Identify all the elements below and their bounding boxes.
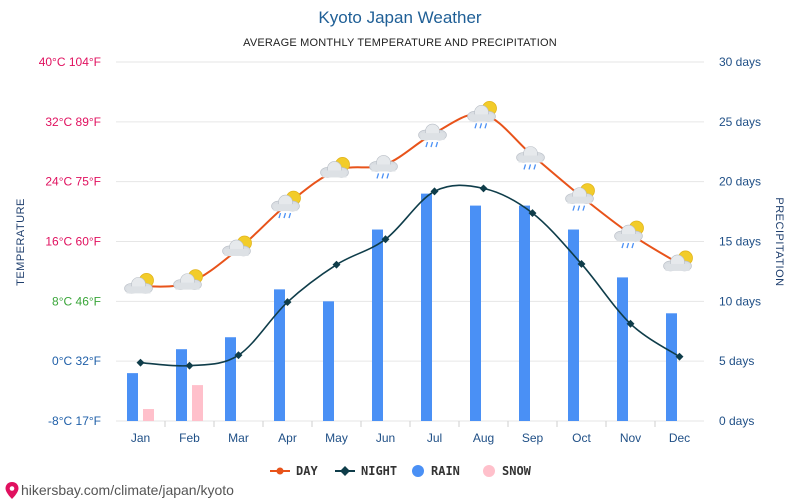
footer[interactable]: hikersbay.com/climate/japan/kyoto (5, 482, 235, 499)
month-label: Oct (572, 431, 591, 445)
partly-sunny-icon (320, 157, 350, 178)
rain-bar (176, 349, 187, 421)
right-tick-label: 10 days (719, 294, 761, 308)
night-point (528, 209, 537, 218)
legend-rain-label: RAIN (431, 464, 460, 478)
month-label: Jul (427, 431, 442, 445)
month-label: Nov (620, 431, 641, 445)
right-tick-label: 0 days (719, 414, 754, 428)
partly-sunny-icon (173, 269, 203, 290)
rain-bar (470, 205, 481, 421)
cloud-rain-icon (369, 155, 398, 179)
left-tick-label: 24°C 75°F (45, 175, 101, 189)
month-label: Mar (228, 431, 249, 445)
month-label: Jun (376, 431, 395, 445)
night-point (283, 298, 292, 307)
left-axis-ticks: -8°C 17°F 0°C 32°F 8°C 46°F 16°C 60°F 24°C 7… (39, 55, 101, 428)
night-point (381, 235, 390, 244)
right-tick-label: 20 days (719, 175, 761, 189)
legend-day-marker (276, 467, 284, 475)
month-label: Jan (131, 431, 150, 445)
month-label: Aug (473, 431, 494, 445)
rain-bar (372, 229, 383, 421)
legend-snow-label: SNOW (502, 464, 532, 478)
partly-sunny-rain-icon (467, 100, 497, 129)
month-label: Feb (179, 431, 200, 445)
weather-icons (124, 100, 693, 294)
cloud-rain-icon (418, 123, 447, 148)
cloud-rain-icon (516, 146, 545, 170)
temperature-lines (136, 112, 684, 370)
right-tick-label: 30 days (719, 55, 761, 69)
night-point (234, 351, 243, 360)
right-axis-ticks: 0 days 5 days 10 days 15 days 20 days 25 days… (719, 55, 761, 428)
legend-snow-marker (483, 465, 495, 477)
partly-sunny-icon (124, 272, 154, 294)
left-tick-label: 0°C 32°F (52, 354, 101, 368)
rain-bar (519, 205, 530, 421)
right-tick-label: 25 days (719, 115, 761, 129)
left-tick-label: 16°C 60°F (45, 235, 101, 249)
month-label: Sep (522, 431, 544, 445)
day-temperature-line (140, 112, 681, 288)
left-tick-label: 8°C 46°F (52, 294, 101, 308)
left-tick-label: 40°C 104°F (39, 55, 101, 69)
partly-sunny-rain-icon (614, 220, 644, 249)
chart-title: Kyoto Japan Weather (318, 8, 482, 27)
night-point (136, 358, 145, 367)
left-tick-label: 32°C 89°F (45, 115, 101, 129)
month-label: May (325, 431, 348, 445)
month-label: Apr (278, 431, 297, 445)
rain-bar (617, 277, 628, 421)
right-tick-label: 15 days (719, 235, 761, 249)
right-axis-title: PRECIPITATION (773, 197, 785, 286)
legend-item-snow[interactable]: SNOW (483, 464, 532, 478)
legend-night-label: NIGHT (361, 464, 397, 478)
rain-bar (274, 289, 285, 421)
location-pin-icon (5, 482, 19, 499)
rain-bar (568, 229, 579, 421)
legend-item-rain[interactable]: RAIN (412, 464, 460, 478)
legend-night-marker (340, 466, 350, 476)
legend-rain-marker (412, 465, 424, 477)
night-point (332, 260, 341, 269)
left-tick-label: -8°C 17°F (48, 414, 101, 428)
night-point (479, 184, 488, 193)
legend-item-day[interactable]: DAY (270, 464, 318, 478)
snow-bar (192, 385, 203, 421)
snow-bar (143, 409, 154, 421)
grid-lines (116, 61, 704, 427)
footer-link: hikersbay.com/climate/japan/kyoto (21, 482, 234, 498)
month-labels: Jan Feb Mar Apr May Jun Jul Aug Sep Oct Nov Dec (131, 431, 690, 445)
legend-day-label: DAY (296, 464, 318, 478)
rain-bar (225, 337, 236, 421)
rain-bar (127, 373, 138, 421)
rain-bar (666, 313, 677, 421)
partly-sunny-rain-icon (271, 190, 301, 219)
chart-subtitle: AVERAGE MONTHLY TEMPERATURE AND PRECIPIT… (243, 37, 557, 49)
partly-sunny-icon (222, 235, 252, 257)
legend: DAY NIGHT RAIN SNOW (270, 464, 532, 478)
night-point (185, 361, 194, 370)
right-tick-label: 5 days (719, 354, 754, 368)
precipitation-bars (127, 193, 677, 421)
partly-sunny-rain-icon (565, 183, 595, 211)
left-axis-title: TEMPERATURE (15, 198, 27, 286)
night-temperature-line (140, 184, 680, 367)
month-label: Dec (669, 431, 690, 445)
legend-item-night[interactable]: NIGHT (335, 464, 397, 478)
night-point (430, 187, 439, 196)
rain-bar (323, 301, 334, 421)
partly-sunny-icon (663, 250, 693, 272)
night-point (626, 319, 635, 328)
rain-bar (421, 193, 432, 421)
